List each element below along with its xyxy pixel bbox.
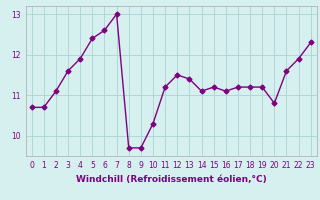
X-axis label: Windchill (Refroidissement éolien,°C): Windchill (Refroidissement éolien,°C) (76, 175, 267, 184)
